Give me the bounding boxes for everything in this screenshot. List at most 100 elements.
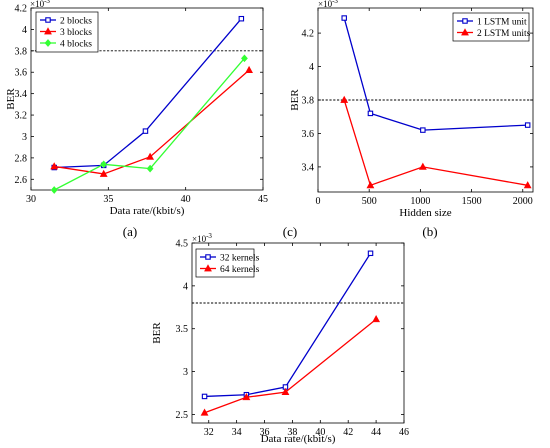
x-axis-label: Data rate/(kbit/s) [110, 205, 185, 217]
axis-multiplier-base: ×10 [318, 0, 333, 9]
data-point-series-3 [100, 160, 108, 169]
legend: 32 kernels 64 kernels [195, 248, 260, 278]
data-point-series-3 [146, 164, 154, 173]
plot-area-frame [30, 7, 264, 191]
data-point-series-2 [418, 162, 427, 170]
x-axis-label: Hidden size [399, 207, 451, 219]
x-tick-label: 46 [399, 427, 409, 438]
data-point-series-1 [238, 15, 245, 22]
x-tick-label: 1000 [410, 196, 430, 207]
panel-b: 0 500 1000 1500 2000 3.4 3.6 3.8 4 4.2 Hidden size… [289, 0, 534, 219]
data-point-series-1 [367, 250, 374, 257]
y-tick-label: 4 [309, 62, 314, 73]
legend-swatch-marker [44, 39, 52, 47]
y-tick-label: 3.6 [302, 129, 315, 140]
plot-area-frame [191, 242, 405, 424]
data-point-series-1 [341, 15, 347, 21]
series-line-2 [204, 318, 377, 414]
data-point-series-2 [200, 408, 209, 416]
legend-swatch-marker [462, 18, 468, 24]
x-axis-label: Data rate/(kbit/s) [261, 433, 336, 445]
axis-multiplier-exponent: -3 [332, 0, 338, 5]
legend-entry-label: 2 LSTM units [477, 29, 531, 39]
y-tick-label: 4 [22, 25, 27, 36]
data-point-series-2 [99, 169, 108, 177]
data-point-series-1 [201, 393, 208, 400]
series-line-2 [54, 69, 250, 175]
data-point-series-1 [524, 122, 531, 128]
legend-entry-label: 1 LSTM unit [477, 17, 527, 27]
subfigure-label-a: (a) [123, 224, 137, 239]
data-point-series-1 [142, 128, 149, 134]
data-point-series-1 [367, 110, 374, 117]
data-point-series-2 [281, 387, 290, 396]
legend-box [195, 248, 255, 278]
data-point-series-2 [50, 162, 59, 170]
x-tick-label: 30 [26, 194, 36, 205]
data-point-series-2 [146, 152, 154, 160]
x-tick-label: 35 [103, 194, 113, 205]
y-tick-label: 3.8 [15, 46, 28, 57]
legend-entry-label: 32 kernels [220, 253, 260, 263]
panel-a: 30 35 40 45 2.6 2.8 3 3.2 3.4 3.6 3.8 4 4.2 Data rate… [5, 0, 268, 217]
legend-swatch-marker [461, 28, 469, 36]
data-point-series-2 [372, 315, 381, 323]
legend-entry-label: 64 kernels [220, 265, 260, 275]
data-point-series-2 [366, 181, 375, 189]
y-tick-label: 4 [183, 281, 188, 292]
x-tick-label: 38 [287, 427, 297, 438]
x-tick-label: 40 [315, 427, 325, 438]
data-point-series-2 [523, 181, 532, 189]
legend-entry-label: 2 blocks [60, 16, 92, 26]
y-tick-label: 3.2 [15, 111, 28, 122]
legend-swatch-marker [44, 27, 52, 35]
data-point-series-2 [242, 393, 251, 401]
y-tick-label: 2.6 [15, 175, 28, 186]
data-point-series-1 [420, 127, 426, 133]
axis-multiplier-exponent: -3 [206, 232, 212, 240]
x-tick-label: 36 [260, 427, 270, 438]
panel-c: 32 34 36 38 40 42 44 46 2.5 3 3.5 4 4.5 Data rate/(kb… [151, 232, 409, 445]
x-tick-label: 1500 [462, 196, 482, 207]
y-axis-label: BER [151, 322, 163, 344]
legend-swatch-marker [45, 17, 51, 23]
data-point-series-2 [245, 65, 253, 73]
y-axis-label: BER [289, 89, 301, 111]
subfigure-label-b: (b) [422, 224, 437, 239]
axis-multiplier-base: ×10 [192, 234, 207, 244]
data-point-series-3 [50, 186, 58, 194]
y-tick-label: 3.4 [15, 89, 28, 100]
x-tick-label: 42 [343, 427, 353, 438]
legend-entry-label: 3 blocks [60, 28, 92, 38]
series-line-1 [204, 252, 372, 398]
y-tick-label: 2.5 [176, 410, 189, 421]
legend-swatch-marker [205, 254, 211, 260]
y-tick-label: 3.6 [15, 68, 28, 79]
x-tick-label: 500 [362, 196, 377, 207]
legend-swatch-marker [204, 264, 212, 272]
axis-multiplier: ×10-3 [318, 0, 338, 9]
series-line-1 [54, 18, 242, 169]
subfigure-label-c: (c) [283, 224, 297, 239]
y-tick-label: 4.2 [302, 29, 315, 40]
y-tick-label: 3.4 [302, 162, 315, 173]
y-axis-label: BER [5, 88, 17, 110]
axis-multiplier: ×10-3 [192, 232, 212, 244]
x-tick-label: 44 [371, 427, 381, 438]
axis-multiplier: ×10-3 [30, 0, 50, 9]
x-tick-label: 32 [204, 427, 214, 438]
data-point-series-3 [241, 54, 248, 63]
x-tick-label: 45 [258, 194, 268, 205]
y-tick-label: 3.8 [302, 96, 315, 107]
series-line-3 [53, 57, 245, 191]
x-tick-label: 2000 [513, 196, 533, 207]
axis-multiplier-base: ×10 [30, 0, 45, 9]
axis-multiplier-exponent: -3 [44, 0, 50, 5]
legend-box [452, 12, 530, 42]
y-tick-label: 4.5 [176, 239, 189, 250]
legend-entry-label: 4 blocks [60, 39, 92, 49]
y-tick-label: 3.5 [176, 324, 189, 335]
data-point-series-2 [340, 95, 349, 103]
